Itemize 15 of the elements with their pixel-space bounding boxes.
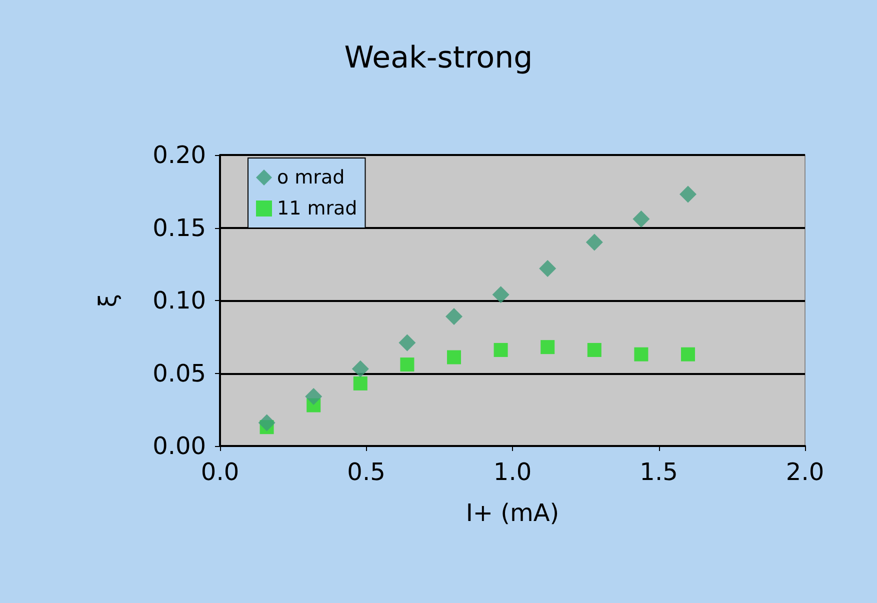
x-tick-label: 2.0 bbox=[786, 458, 824, 486]
x-tick-label: 0.5 bbox=[347, 458, 386, 486]
y-tick-label: 0.05 bbox=[152, 359, 206, 388]
x-tick-label: 1.0 bbox=[493, 458, 532, 486]
x-axis-title: I+ (mA) bbox=[466, 499, 560, 527]
x-tick-label: 1.5 bbox=[640, 458, 678, 486]
y-tick-label: 0.00 bbox=[152, 432, 206, 460]
y-tick-label: 0.20 bbox=[152, 141, 206, 169]
y-tick-label: 0.15 bbox=[152, 214, 206, 242]
chart-title: Weak-strong bbox=[344, 40, 533, 76]
legend-label: o mrad bbox=[277, 166, 345, 188]
x-tick-label: 0.0 bbox=[200, 458, 240, 486]
y-tick-label: 0.10 bbox=[152, 286, 206, 314]
legend-label: 11 mrad bbox=[277, 198, 358, 220]
y-axis-title: ξ bbox=[94, 294, 122, 308]
